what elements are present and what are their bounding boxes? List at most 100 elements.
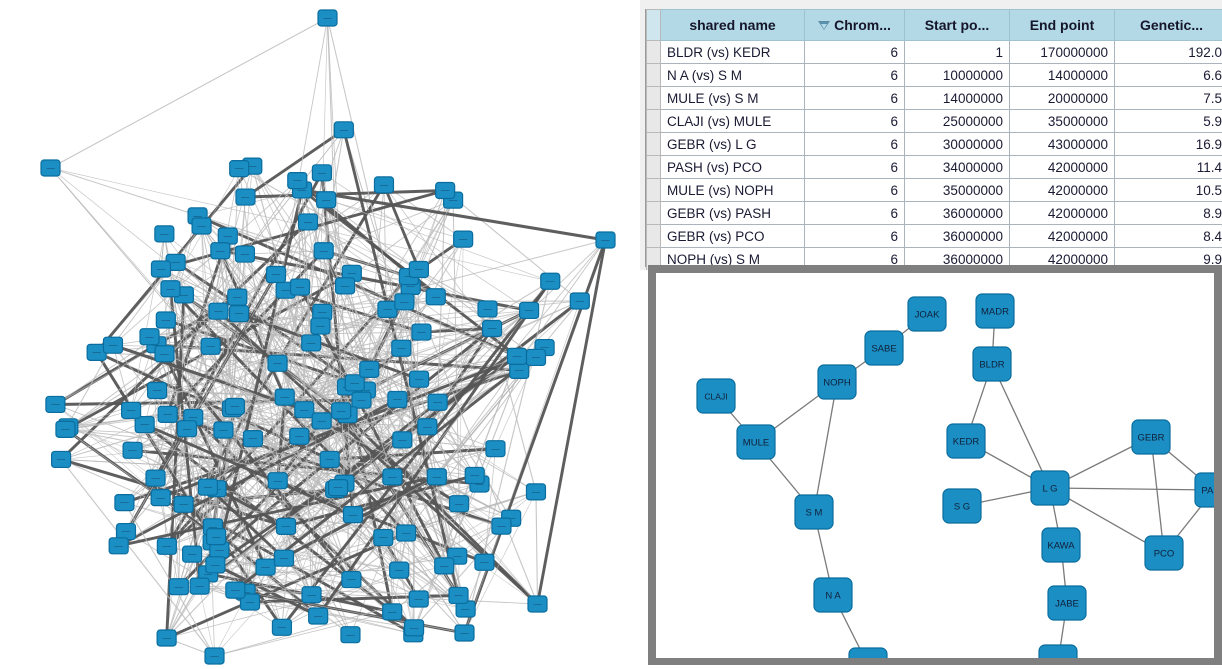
table-row[interactable]: NOPH (vs) S M 6 36000000 42000000 9.9	[646, 247, 1222, 270]
cell-end[interactable]: 35000000	[1009, 109, 1115, 133]
cell-shared_name[interactable]: GEBR (vs) L G	[660, 132, 805, 156]
main-network-node[interactable]: ——	[448, 495, 470, 513]
main-network-edge[interactable]	[220, 249, 530, 312]
column-header-genetic[interactable]: Genetic...	[1114, 9, 1222, 41]
cell-end[interactable]: 14000000	[1009, 63, 1115, 87]
main-network-edge[interactable]	[164, 353, 414, 635]
main-network-canvas[interactable]: —— —— —— —— —— —— —— —— —— —— —— —— —— —— —— —— —— —— —— ——…	[0, 0, 640, 669]
subnetwork-edge[interactable]	[1150, 436, 1165, 554]
main-network-edge[interactable]	[169, 288, 202, 587]
main-network-node[interactable]: ——	[389, 561, 410, 579]
cell-genetic[interactable]: 11.4	[1114, 155, 1222, 179]
main-network-edge[interactable]	[201, 225, 215, 657]
main-network-edge[interactable]	[164, 233, 217, 489]
main-network-edge[interactable]	[347, 414, 502, 527]
cell-start[interactable]: 35000000	[904, 178, 1010, 202]
main-network-edge[interactable]	[280, 280, 552, 629]
cell-start[interactable]: 36000000	[904, 224, 1010, 248]
main-network-edge[interactable]	[216, 488, 445, 567]
table-row[interactable]: BLDR (vs) KEDR 6 1 170000000 192.0	[646, 40, 1222, 64]
main-network-edge[interactable]	[340, 410, 445, 567]
main-network-edge[interactable]	[323, 199, 454, 252]
main-network-edge[interactable]	[215, 487, 287, 528]
cell-start[interactable]: 1	[904, 40, 1010, 64]
main-network-edge[interactable]	[535, 491, 539, 605]
cell-shared_name[interactable]: NOPH (vs) S M	[660, 247, 805, 270]
main-network-edge[interactable]	[458, 239, 464, 596]
cell-shared_name[interactable]: MULE (vs) NOPH	[660, 178, 805, 202]
main-network-edge[interactable]	[334, 299, 581, 491]
main-network-node[interactable]: ——	[155, 311, 176, 329]
main-network-node[interactable]: ——	[102, 336, 124, 354]
main-network-node[interactable]: ——	[173, 495, 194, 513]
row-gutter-cell[interactable]	[646, 40, 661, 64]
subnetwork-node-noph[interactable]: NOPH	[817, 364, 857, 400]
main-network-edge[interactable]	[238, 168, 407, 534]
main-network-node[interactable]: ——	[317, 9, 338, 27]
main-network-node[interactable]: ——	[481, 319, 503, 338]
cell-genetic[interactable]: 8.9	[1114, 201, 1222, 225]
main-network-node[interactable]: ——	[156, 629, 177, 647]
main-network-edge[interactable]	[398, 269, 420, 571]
main-network-node[interactable]: ——	[265, 265, 287, 284]
main-network-edge[interactable]	[311, 301, 405, 595]
cell-genetic[interactable]: 192.0	[1114, 40, 1222, 64]
main-network-edge[interactable]	[218, 311, 319, 617]
main-network-node[interactable]: ——	[477, 300, 498, 318]
main-network-edge[interactable]	[322, 239, 606, 313]
subnetwork-node-pash[interactable]: PASH	[1194, 472, 1214, 508]
main-network-node[interactable]: ——	[189, 577, 210, 595]
main-network-node[interactable]: ——	[525, 348, 547, 367]
main-network-node[interactable]: ——	[234, 245, 256, 263]
cell-shared_name[interactable]: MULE (vs) S M	[660, 86, 805, 110]
subnetwork-node-bldr[interactable]: BLDR	[972, 346, 1012, 382]
main-network-node[interactable]: ——	[275, 517, 297, 535]
main-network-node[interactable]: ——	[396, 524, 417, 542]
main-network-node[interactable]: ——	[197, 478, 219, 496]
row-gutter-cell[interactable]	[646, 155, 661, 179]
main-network-node[interactable]: ——	[146, 381, 168, 400]
main-network-edge[interactable]	[214, 281, 551, 657]
main-network-edge[interactable]	[213, 189, 304, 566]
table-body[interactable]: BLDR (vs) KEDR 6 1 170000000 192.0 N A (vs) S…	[646, 40, 1222, 270]
cell-start[interactable]: 30000000	[904, 132, 1010, 156]
table-row[interactable]: GEBR (vs) PCO 6 36000000 42000000 8.4	[646, 224, 1222, 248]
main-network-edge[interactable]	[218, 199, 327, 550]
main-network-edge[interactable]	[296, 180, 313, 595]
main-network-edge[interactable]	[398, 491, 537, 571]
subnetwork-node-almch[interactable]: ALMCH	[1038, 644, 1078, 658]
main-network-edge[interactable]	[214, 611, 393, 657]
main-network-node[interactable]: ——	[45, 395, 66, 414]
main-network-node[interactable]: ——	[311, 412, 332, 430]
main-network-panel[interactable]: —— —— —— —— —— —— —— —— —— —— —— —— —— —— —— —— —— —— —— ——…	[0, 0, 640, 669]
main-network-edge[interactable]	[244, 286, 301, 593]
main-network-edge[interactable]	[201, 225, 538, 605]
main-network-node[interactable]: ——	[382, 468, 403, 486]
sort-descending-icon[interactable]	[818, 20, 831, 30]
main-network-node[interactable]: ——	[316, 191, 337, 209]
main-network-node[interactable]: ——	[121, 401, 142, 420]
main-network-edge[interactable]	[54, 295, 239, 406]
main-network-edge[interactable]	[251, 165, 480, 485]
main-network-node[interactable]: ——	[308, 607, 329, 625]
main-network-edge[interactable]	[382, 184, 421, 271]
main-network-edge[interactable]	[317, 378, 420, 617]
main-network-node[interactable]: ——	[525, 483, 547, 501]
main-network-node[interactable]: ——	[287, 172, 308, 190]
main-network-node[interactable]: ——	[150, 260, 172, 278]
main-network-node[interactable]: ——	[454, 624, 475, 642]
row-gutter-cell[interactable]	[646, 86, 661, 110]
row-gutter-cell[interactable]	[646, 178, 661, 202]
subnetwork-node-kawa[interactable]: KAWA	[1041, 527, 1081, 563]
main-network-node[interactable]: ——	[491, 517, 512, 535]
main-network-edge[interactable]	[277, 328, 493, 364]
cell-chrom[interactable]: 6	[804, 86, 905, 110]
main-network-edge[interactable]	[112, 180, 298, 346]
main-network-edge[interactable]	[112, 345, 132, 411]
main-network-edge[interactable]	[369, 327, 493, 370]
cell-genetic[interactable]: 7.5	[1114, 86, 1222, 110]
main-network-edge[interactable]	[301, 188, 606, 242]
main-network-node[interactable]: ——	[40, 159, 61, 177]
cell-start[interactable]: 10000000	[904, 63, 1010, 87]
main-network-node[interactable]: ——	[382, 603, 403, 621]
